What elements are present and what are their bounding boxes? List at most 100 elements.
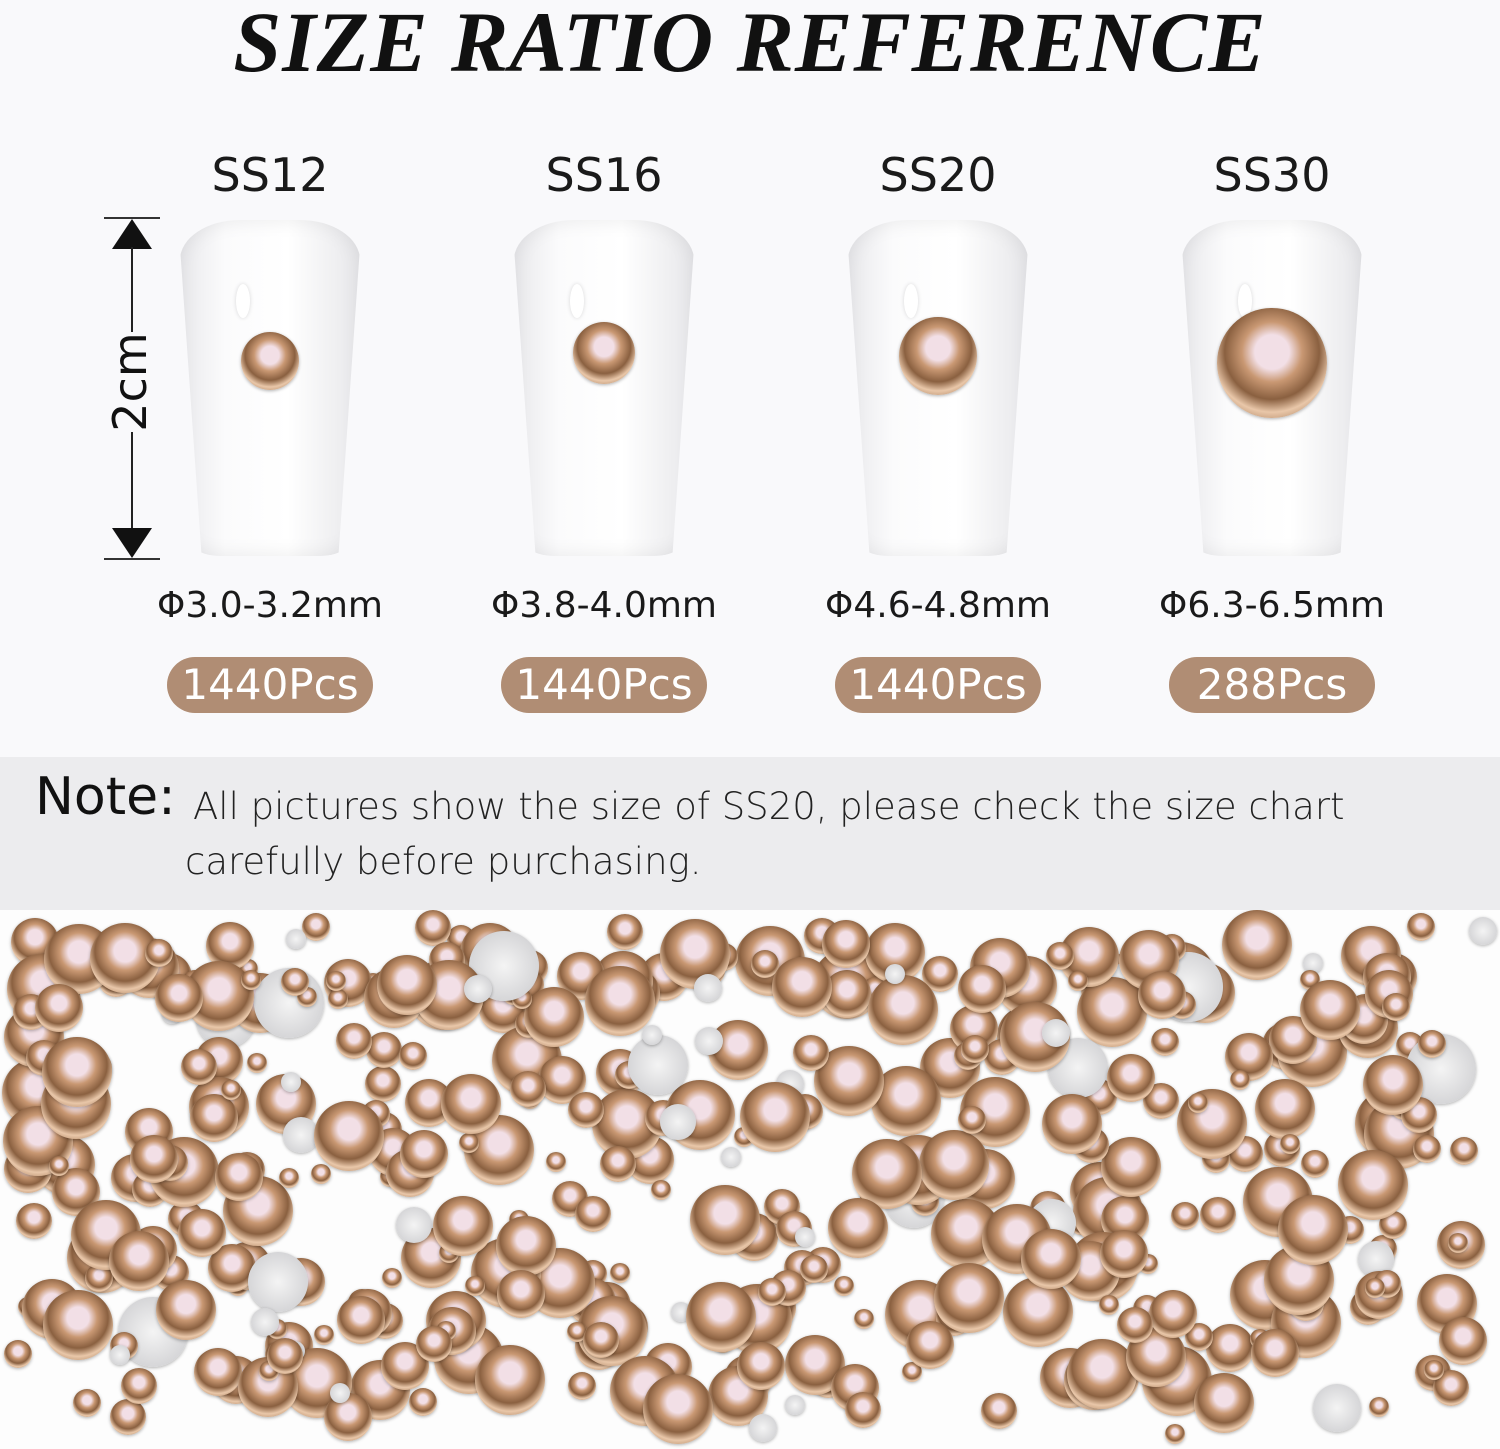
- rhinestone: [585, 966, 655, 1036]
- rhinestone: [610, 1263, 630, 1283]
- note-band: Note: All pictures show the size of SS20…: [0, 757, 1500, 910]
- rhinestone: [248, 1252, 308, 1312]
- rhinestone: [1278, 1195, 1348, 1265]
- rhinestone: [441, 1074, 501, 1134]
- rhinestone: [1418, 1030, 1446, 1058]
- rhinestone: [1099, 1295, 1119, 1315]
- count-badge: 1440Pcs: [835, 657, 1041, 713]
- rhinestone: [1280, 1134, 1300, 1154]
- rhinestone: [1369, 1397, 1389, 1417]
- rhinestone: [1303, 953, 1323, 973]
- rhinestone: [156, 1280, 216, 1340]
- rhinestone: [382, 1268, 402, 1288]
- size-name: SS20: [879, 148, 997, 202]
- count-badge: 288Pcs: [1169, 657, 1375, 713]
- rhinestone: [1301, 1150, 1329, 1178]
- rhinestone: [1042, 1094, 1102, 1154]
- rhinestone: [416, 1326, 452, 1362]
- rhinestone: [510, 1071, 546, 1107]
- rhinestone: [642, 1025, 662, 1045]
- rhinestone: [568, 1092, 604, 1128]
- rhinestone: [524, 987, 584, 1047]
- rhinestone: [1149, 1290, 1197, 1338]
- rhinestone: [628, 1035, 688, 1095]
- rhinestone: [737, 1342, 785, 1390]
- rhinestone: [1450, 1137, 1478, 1165]
- rhinestone: [109, 1231, 169, 1291]
- rhinestone: [35, 984, 83, 1032]
- rhinestone: [4, 1340, 32, 1368]
- rhinestone: [1382, 993, 1410, 1021]
- rhinestone: [215, 1153, 263, 1201]
- rhinestone: [568, 1372, 596, 1400]
- rhinestone: [1100, 1230, 1148, 1278]
- rhinestone: [758, 1278, 786, 1306]
- rhinestone: [1021, 1229, 1081, 1289]
- rhinestone: [695, 1027, 723, 1055]
- rhinestone: [464, 975, 492, 1003]
- rhinestone: [1077, 977, 1147, 1047]
- rhinestone: [800, 1255, 828, 1283]
- rhinestone: [181, 1049, 217, 1085]
- rhinestone: [1046, 942, 1074, 970]
- rhinestone: [1101, 1137, 1161, 1197]
- rhinestone: [465, 1276, 485, 1296]
- rhinestone: [575, 1196, 611, 1232]
- rhinestone: [1067, 1339, 1137, 1409]
- count-badge: 1440Pcs: [501, 657, 707, 713]
- size-name: SS16: [545, 148, 663, 202]
- rhinestone: [251, 1308, 279, 1336]
- rhinestone-icon: [241, 332, 299, 390]
- nail-tip-image: [514, 220, 694, 556]
- rhinestone: [1003, 1277, 1073, 1347]
- arrow-up-icon: [112, 219, 152, 249]
- rhinestone: [958, 965, 1006, 1013]
- dimension-label: 2cm: [103, 332, 157, 432]
- rhinestone: [1448, 1233, 1468, 1253]
- rhinestone: [546, 1152, 566, 1172]
- rhinestone: [279, 1168, 299, 1188]
- rhinestone: [1300, 980, 1360, 1040]
- rhinestone: [583, 1322, 619, 1358]
- rhinestone: [1068, 971, 1088, 991]
- rhinestone: [130, 1135, 178, 1183]
- note-label: Note:: [35, 767, 176, 827]
- rhinestone: [49, 1156, 69, 1176]
- rhinestone: [283, 1117, 319, 1153]
- rhinestone: [1230, 1070, 1250, 1090]
- rhinestone: [281, 968, 309, 996]
- rhinestone: [42, 1037, 112, 1107]
- rhinestone: [660, 1104, 696, 1140]
- rhinestone: [281, 1072, 301, 1092]
- diameter-label: Φ3.8-4.0mm: [491, 585, 717, 626]
- rhinestone-icon: [899, 317, 977, 395]
- rhinestone: [43, 1290, 113, 1360]
- nail-shine: [1238, 284, 1252, 318]
- rhinestone: [686, 1282, 756, 1352]
- nail-shine: [904, 284, 918, 318]
- rhinestone: [660, 919, 730, 989]
- rhinestone: [651, 1180, 671, 1200]
- rhinestone: [834, 1276, 854, 1296]
- rhinestone: [247, 1053, 267, 1073]
- rhinestone: [822, 920, 870, 968]
- diameter-label: Φ6.3-6.5mm: [1159, 585, 1385, 626]
- rhinestone: [110, 1345, 130, 1365]
- rhinestone: [267, 1338, 303, 1374]
- rhinestone: [1255, 1079, 1315, 1139]
- rhinestone: [1107, 1054, 1155, 1102]
- rhinestone: [1313, 1384, 1361, 1432]
- rhinestone: [690, 1185, 760, 1255]
- rhinestone: [121, 1368, 157, 1404]
- rhinestone: [496, 1216, 556, 1276]
- rhinestone: [190, 1094, 238, 1142]
- rhinestone-icon: [573, 322, 635, 384]
- size-name: SS12: [211, 148, 329, 202]
- rhinestone: [409, 1388, 437, 1416]
- rhinestone: [433, 1196, 493, 1256]
- rhinestone: [365, 1066, 401, 1102]
- rhinestone: [1206, 1324, 1254, 1372]
- size-name: SS30: [1213, 148, 1331, 202]
- rhinestone: [961, 1035, 989, 1063]
- rhinestone: [497, 1270, 545, 1318]
